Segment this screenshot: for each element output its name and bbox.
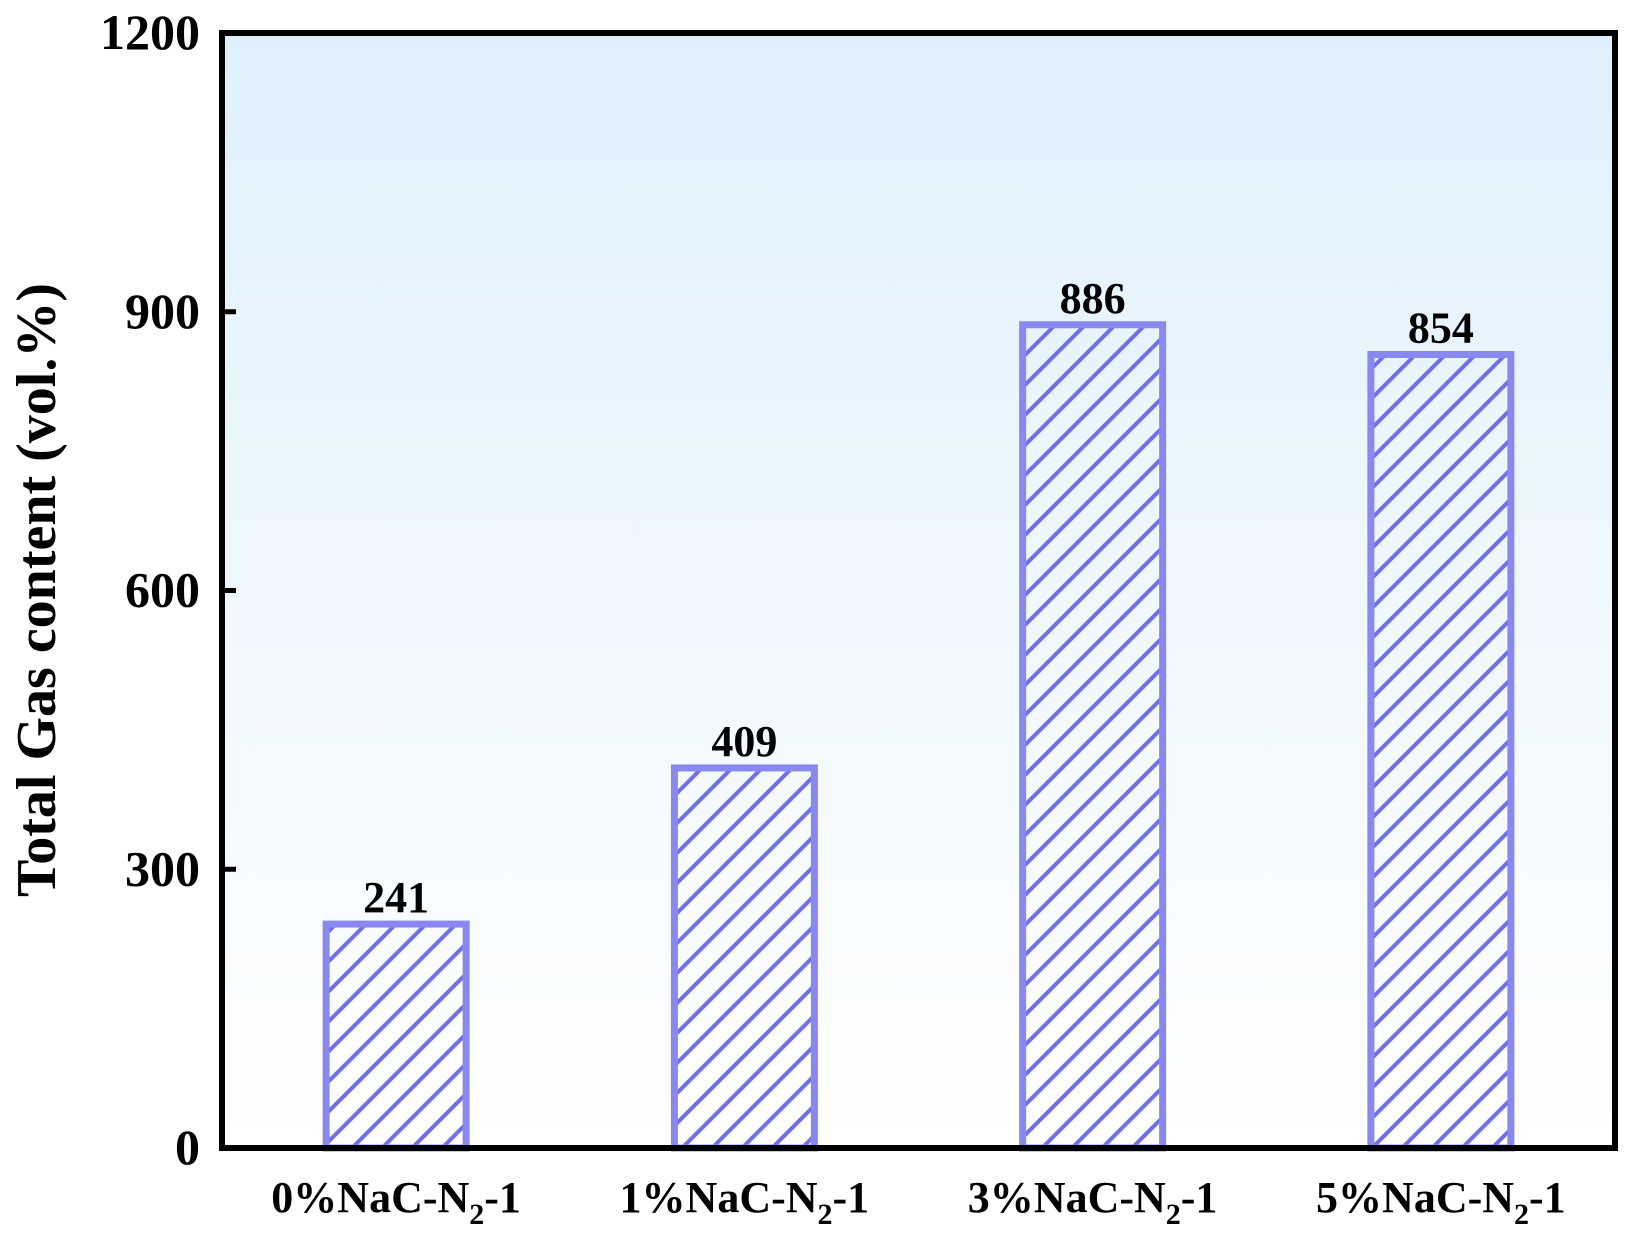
y-tick-label: 300 [125, 840, 200, 896]
x-category-label: 0%NaC-N2-1 [271, 1173, 521, 1231]
bar [1019, 321, 1167, 1152]
y-tick-label: 1200 [100, 4, 200, 60]
x-category-label: 5%NaC-N2-1 [1316, 1173, 1566, 1231]
y-tick-label: 900 [125, 283, 200, 339]
y-tick-label: 0 [175, 1119, 200, 1175]
x-category-label: 3%NaC-N2-1 [968, 1173, 1218, 1231]
bar-value-label: 409 [711, 717, 777, 766]
bar-value-label: 241 [363, 873, 429, 922]
y-axis-title: Total Gas content (vol.%) [6, 283, 68, 897]
y-axis: 0 300 600 900 1200 [100, 4, 236, 1175]
bar-value-label: 886 [1060, 274, 1126, 323]
x-axis: 0%NaC-N2-1 1%NaC-N2-1 3%NaC-N2-1 5%NaC-N2-1 [271, 1173, 1565, 1231]
bar [670, 764, 818, 1152]
bars [322, 321, 1515, 1152]
bar-value-label: 854 [1408, 303, 1474, 352]
y-tick-label: 600 [125, 562, 200, 618]
x-category-label: 1%NaC-N2-1 [620, 1173, 870, 1231]
data-labels: 241 409 886 854 [363, 274, 1474, 922]
bar [322, 920, 470, 1152]
bar [1367, 350, 1515, 1152]
